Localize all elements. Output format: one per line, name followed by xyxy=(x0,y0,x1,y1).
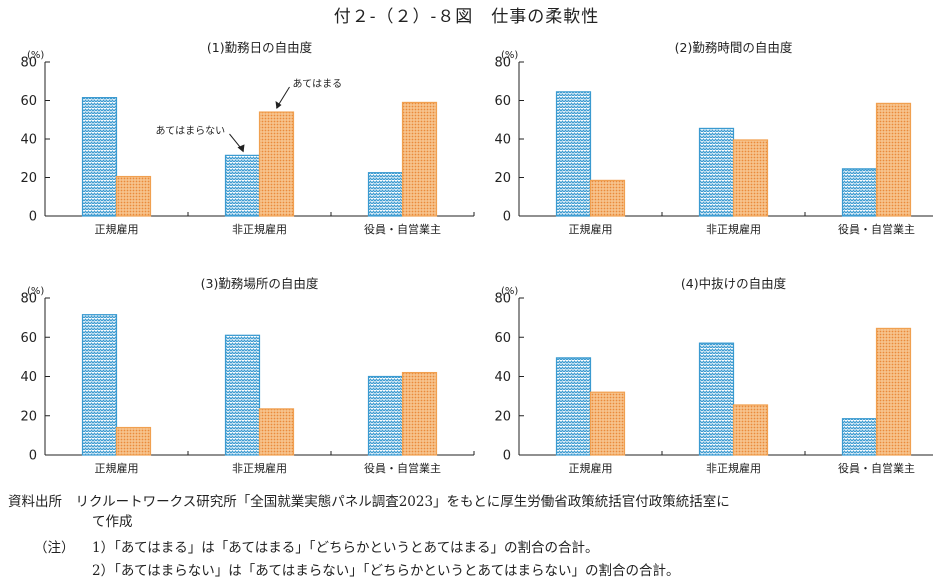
annotation-yes: あてはまる xyxy=(293,78,343,90)
chart-title: (2)勤務時間の自由度 xyxy=(675,40,793,55)
bar-yes-2 xyxy=(258,408,295,456)
y-axis-unit: (%) xyxy=(27,50,44,61)
category-label: 非正規雇用 xyxy=(706,461,761,475)
bar-yes-2 xyxy=(258,111,295,217)
annotation-no-arrow xyxy=(237,144,245,153)
y-tick-label: 0 xyxy=(29,210,37,225)
y-tick-label: 0 xyxy=(503,449,511,464)
bar-yes-3 xyxy=(401,101,438,217)
y-tick-label: 20 xyxy=(494,409,511,424)
bar-no-2 xyxy=(224,334,261,456)
category-label: 役員・自営業主 xyxy=(364,222,441,236)
y-tick-label: 60 xyxy=(20,331,37,346)
category-label: 役員・自営業主 xyxy=(838,461,915,475)
y-tick-label: 40 xyxy=(20,370,37,385)
category-label: 正規雇用 xyxy=(569,222,613,236)
y-tick-label: 60 xyxy=(494,331,511,346)
bar-no-2 xyxy=(698,127,735,217)
y-tick-label: 20 xyxy=(494,171,511,186)
bar-no-2 xyxy=(698,342,735,456)
bar-no-3 xyxy=(367,172,404,217)
bar-no-2 xyxy=(224,154,261,217)
bar-yes-2 xyxy=(732,139,769,217)
category-label: 正規雇用 xyxy=(95,222,139,236)
y-tick-label: 80 xyxy=(20,56,37,71)
bar-yes-1 xyxy=(589,391,626,456)
chart-title: (4)中抜けの自由度 xyxy=(681,276,787,291)
bar-no-1 xyxy=(81,314,118,456)
bar-yes-1 xyxy=(115,175,152,217)
y-tick-label: 0 xyxy=(29,449,37,464)
chart-panel-3: (3)勤務場所の自由度 (%) 0 20 40 60 80 正規雇用 非正規雇用 役員・自営業主 xyxy=(20,276,475,475)
figure-title: 付２-（２）-８図 仕事の柔軟性 xyxy=(333,7,600,27)
y-tick-label: 40 xyxy=(494,133,511,148)
y-tick-label: 20 xyxy=(20,171,37,186)
chart-panel-4: (4)中抜けの自由度 (%) 0 20 40 60 80 正規雇用 非正規雇用 役員・自営業主 xyxy=(494,276,933,475)
note-1: 1）「あてはまる」は「あてはまる」「どちらかというとあてはまる」の割合の合計。 xyxy=(92,540,599,556)
annotation-no: あてはまらない xyxy=(156,125,226,137)
bar-no-3 xyxy=(367,375,404,456)
note-2: 2）「あてはまらない」は「あてはまらない」「どちらかというとあてはまらない」の割… xyxy=(92,563,680,579)
category-label: 非正規雇用 xyxy=(232,222,287,236)
y-axis-unit: (%) xyxy=(27,286,44,297)
annotation-yes-arrow xyxy=(275,101,282,110)
bar-yes-3 xyxy=(875,327,912,456)
category-label: 役員・自営業主 xyxy=(364,461,441,475)
chart-panel-2: (2)勤務時間の自由度 (%) 0 20 40 60 80 正規雇用 非正規雇用 役員・自営業主 xyxy=(494,40,933,236)
bar-yes-3 xyxy=(875,102,912,217)
bar-yes-1 xyxy=(115,426,152,456)
y-tick-label: 80 xyxy=(494,292,511,307)
category-label: 正規雇用 xyxy=(569,461,613,475)
bar-no-1 xyxy=(81,97,118,217)
bar-no-3 xyxy=(841,418,878,456)
y-tick-label: 0 xyxy=(503,210,511,225)
y-axis-unit: (%) xyxy=(501,50,518,61)
category-label: 役員・自営業主 xyxy=(838,222,915,236)
y-tick-label: 60 xyxy=(494,94,511,109)
bar-yes-3 xyxy=(401,371,438,456)
y-tick-label: 40 xyxy=(20,133,37,148)
bar-no-3 xyxy=(841,168,878,217)
source-text-line-1: 資料出所 リクルートワークス研究所「全国就業実態パネル調査2023」をもとに厚生… xyxy=(8,494,730,510)
category-label: 非正規雇用 xyxy=(706,222,761,236)
category-label: 正規雇用 xyxy=(95,461,139,475)
note-label: （注） xyxy=(34,540,75,556)
y-tick-label: 40 xyxy=(494,370,511,385)
chart-panel-1: (1)勤務日の自由度 (%) 0 20 40 60 80 正規雇用 非正規雇用 役員・自営業主 あて… xyxy=(20,40,475,236)
y-tick-label: 80 xyxy=(494,56,511,71)
category-label: 非正規雇用 xyxy=(232,461,287,475)
bar-no-1 xyxy=(555,91,592,217)
bar-yes-1 xyxy=(589,179,626,217)
chart-title: (3)勤務場所の自由度 xyxy=(201,276,319,291)
chart-title: (1)勤務日の自由度 xyxy=(207,40,313,55)
y-tick-label: 60 xyxy=(20,94,37,109)
y-tick-label: 80 xyxy=(20,292,37,307)
y-axis-unit: (%) xyxy=(501,286,518,297)
bar-no-1 xyxy=(555,357,592,456)
y-tick-label: 20 xyxy=(20,409,37,424)
source-text: 資料出所 リクルートワークス研究所「全国就業実態パネル調査2023」をもとに厚生… xyxy=(8,490,730,530)
source-text-line-2: て作成 xyxy=(92,514,133,530)
bar-yes-2 xyxy=(732,404,769,456)
